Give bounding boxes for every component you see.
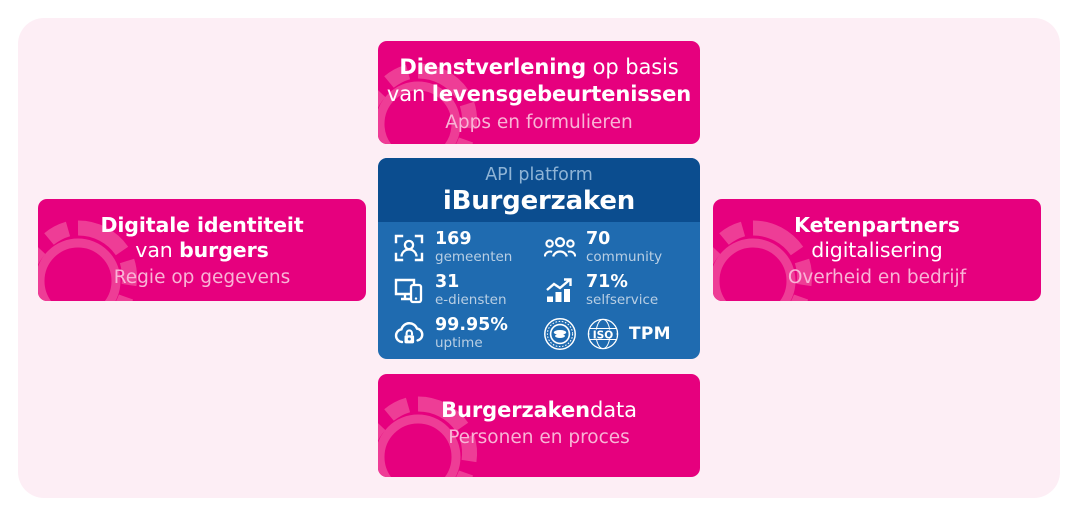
panel-subtitle: Overheid en bedrijf (787, 267, 967, 288)
stat-text: 169 gemeenten (435, 229, 513, 266)
panel-digitale-identiteit[interactable]: Digitale identiteit van burgers Regie op… (38, 199, 366, 301)
identity-scan-icon (392, 232, 426, 264)
stat-label: selfservice (586, 292, 659, 308)
iso-globe-icon: ISO (586, 317, 620, 351)
stat-label: uptime (435, 335, 483, 351)
stats-grid: 169 gemeenten 70 (378, 222, 700, 359)
panel-title-line1: Ketenpartners (713, 213, 1041, 238)
stat-text: 70 community (586, 229, 663, 266)
tpm-label: TPM (629, 323, 671, 344)
panel-title-rest: data (589, 398, 637, 422)
panel-title-lead: van (386, 82, 432, 106)
nen-seal-icon (543, 317, 577, 351)
center-eyebrow: API platform (485, 165, 593, 185)
stat-label: gemeenten (435, 249, 513, 265)
panel-title-strong2: levensgebeurtenissen (431, 82, 692, 106)
stat-label: community (586, 249, 663, 265)
center-header: API platform iBurgerzaken (378, 158, 700, 222)
panel-title-line2: digitalisering (811, 238, 943, 262)
panel-iburgerzaken[interactable]: API platform iBurgerzaken 1 (378, 158, 700, 359)
panel-title-strong: Ketenpartners (794, 213, 960, 237)
stat-value: 31 (435, 272, 460, 292)
stat-selfservice: 71% selfservice (543, 269, 688, 312)
growth-chart-icon (543, 275, 577, 307)
panel-title-rest: op basis (586, 55, 679, 79)
stat-text: 71% selfservice (586, 272, 659, 309)
svg-text:ISO: ISO (593, 329, 614, 341)
panel-subtitle: Personen en proces (448, 427, 630, 448)
panel-title-lead: van (135, 238, 180, 262)
stat-text: 99.95% uptime (435, 315, 508, 352)
stat-text: 31 e-diensten (435, 272, 507, 309)
stat-label: e-diensten (435, 292, 507, 308)
panel-burgerzakendata[interactable]: Burgerzakendata Personen en proces (378, 374, 700, 477)
panel-title-strong: Digitale identiteit (100, 213, 304, 237)
stat-community: 70 community (543, 226, 688, 269)
stat-gemeenten: 169 gemeenten (392, 226, 537, 269)
panel-title-line1: Dienstverlening op basis (378, 54, 700, 81)
stat-uptime: 99.95% uptime (392, 312, 537, 355)
desktop-mobile-icon (392, 275, 426, 307)
stat-ediensten: 31 e-diensten (392, 269, 537, 312)
panel-title-line1: Burgerzakendata (378, 398, 700, 423)
panel-title-strong: Burgerzaken (441, 398, 590, 422)
stat-value: 70 (586, 229, 611, 249)
panel-subtitle: Apps en formulieren (445, 112, 633, 133)
panel-title-line1: Digitale identiteit (38, 213, 366, 238)
panel-dienstverlening[interactable]: Dienstverlening op basis van levensgebeu… (378, 41, 700, 144)
center-brand-title: iBurgerzaken (442, 186, 636, 216)
panel-title-line2: van burgers (38, 238, 366, 263)
stat-value: 71% (586, 272, 628, 292)
cloud-lock-icon (392, 318, 426, 350)
panel-subtitle: Regie op gegevens (113, 267, 291, 288)
panel-title-strong: Dienstverlening (399, 55, 587, 79)
panel-ketenpartners[interactable]: Ketenpartners digitalisering Overheid en… (713, 199, 1041, 301)
stat-value: 99.95% (435, 315, 508, 335)
people-group-icon (543, 232, 577, 264)
certification-row: ISO TPM (543, 312, 688, 355)
stat-value: 169 (435, 229, 472, 249)
panel-title-line2: van levensgebeurtenissen (378, 81, 700, 108)
panel-title-strong2: burgers (179, 238, 269, 262)
